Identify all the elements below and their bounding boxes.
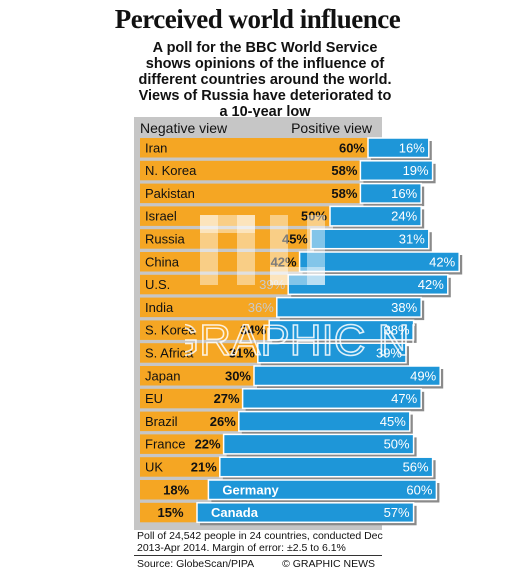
value-positive-u-s: 42% <box>418 277 444 292</box>
value-positive-s-korea: 38% <box>384 323 410 338</box>
value-negative-eu: 27% <box>214 391 240 406</box>
bar-negative-iran <box>140 138 368 158</box>
bar-positive-uk <box>219 456 434 478</box>
value-positive-s-africa: 39% <box>376 345 402 360</box>
bar-positive-eu <box>241 388 422 410</box>
category-label-canada: Canada <box>211 505 259 520</box>
bar-positive-brazil <box>238 410 411 432</box>
bar-positive-pakistan <box>359 182 422 204</box>
bar-positive-israel <box>329 205 422 227</box>
category-label-n-korea: N. Korea <box>145 163 197 178</box>
bar-negative-uk <box>140 457 220 477</box>
category-label-uk: UK <box>145 459 163 474</box>
category-label-s-korea: S. Korea <box>145 323 196 338</box>
value-positive-uk: 56% <box>403 459 429 474</box>
value-negative-uk: 21% <box>191 459 217 474</box>
chart-subtitle: A poll for the BBC World Service shows o… <box>138 40 392 120</box>
value-positive-russia: 31% <box>399 231 425 246</box>
value-positive-eu: 47% <box>391 391 417 406</box>
value-positive-israel: 24% <box>391 209 417 224</box>
footer-divider <box>134 555 382 556</box>
category-label-china: China <box>145 254 180 269</box>
value-positive-china: 42% <box>429 254 455 269</box>
bar-negative-germany <box>140 480 209 500</box>
value-negative-japan: 30% <box>225 368 251 383</box>
bar-positive-s-korea <box>268 319 415 341</box>
bar-negative-russia <box>140 229 311 249</box>
category-label-germany: Germany <box>222 482 279 497</box>
bar-negative-eu <box>140 388 243 409</box>
value-positive-brazil: 45% <box>380 414 406 429</box>
value-positive-india: 38% <box>391 300 417 315</box>
bar-positive-s-africa <box>257 342 407 364</box>
category-label-israel: Israel <box>145 209 177 224</box>
category-label-japan: Japan <box>145 368 180 383</box>
value-positive-france: 50% <box>384 437 410 452</box>
value-negative-russia: 45% <box>282 231 308 246</box>
footnote: Poll of 24,542 people in 24 countries, c… <box>137 530 383 554</box>
bar-positive-germany <box>207 479 438 501</box>
value-positive-iran: 16% <box>399 140 425 155</box>
bar-positive-france <box>222 433 415 455</box>
legend-negative-label: Negative view <box>140 120 228 136</box>
bar-negative-japan <box>140 366 254 386</box>
source-note: Source: GlobeScan/PIPA <box>137 558 255 570</box>
value-negative-israel: 50% <box>301 209 327 224</box>
value-negative-china: 42% <box>271 254 297 269</box>
value-positive-n-korea: 19% <box>403 163 429 178</box>
category-label-s-africa: S. Africa <box>145 345 194 360</box>
legend-positive-label: Positive view <box>291 120 372 136</box>
value-negative-s-korea: 34% <box>240 323 266 338</box>
bar-negative-brazil <box>140 411 239 432</box>
value-positive-canada: 57% <box>384 505 410 520</box>
category-label-eu: EU <box>145 391 163 406</box>
category-label-pakistan: Pakistan <box>145 186 195 201</box>
bar-negative-canada <box>140 502 197 523</box>
category-label-india: India <box>145 300 174 315</box>
bar-negative-india <box>140 297 277 318</box>
value-positive-pakistan: 16% <box>391 186 417 201</box>
bar-positive-canada <box>196 502 415 524</box>
bar-positive-russia <box>310 228 430 250</box>
value-negative-france: 22% <box>195 437 221 452</box>
bar-positive-n-korea <box>359 160 434 182</box>
value-negative-india: 36% <box>248 300 274 315</box>
value-negative-germany: 18% <box>163 482 189 497</box>
category-label-iran: Iran <box>145 140 167 155</box>
value-negative-canada: 15% <box>157 505 183 520</box>
bar-positive-china <box>298 251 460 273</box>
value-positive-germany: 60% <box>406 482 432 497</box>
value-negative-pakistan: 58% <box>331 186 357 201</box>
bar-negative-france <box>140 434 224 454</box>
value-negative-s-africa: 31% <box>229 345 255 360</box>
bar-negative-s-africa <box>140 343 258 363</box>
bar-negative-pakistan <box>140 183 361 204</box>
value-negative-iran: 60% <box>339 140 365 155</box>
bar-positive-india <box>276 296 422 318</box>
bar-negative-china <box>140 252 300 272</box>
bar-positive-u-s <box>287 274 449 296</box>
bar-negative-u-s <box>140 274 289 295</box>
bar-negative-israel <box>140 206 330 226</box>
category-label-france: France <box>145 437 185 452</box>
value-negative-brazil: 26% <box>210 414 236 429</box>
bar-negative-n-korea <box>140 160 361 181</box>
page-title: Perceived world influence <box>114 4 401 34</box>
value-negative-u-s: 39% <box>259 277 285 292</box>
value-positive-japan: 49% <box>410 368 436 383</box>
category-label-u-s: U.S. <box>145 277 170 292</box>
value-negative-n-korea: 58% <box>331 163 357 178</box>
category-label-russia: Russia <box>145 231 186 246</box>
credit-note: © GRAPHIC NEWS <box>282 558 375 570</box>
bar-negative-s-korea <box>140 320 270 340</box>
bar-positive-japan <box>253 365 441 387</box>
bar-positive-iran <box>367 137 430 159</box>
category-label-brazil: Brazil <box>145 414 178 429</box>
